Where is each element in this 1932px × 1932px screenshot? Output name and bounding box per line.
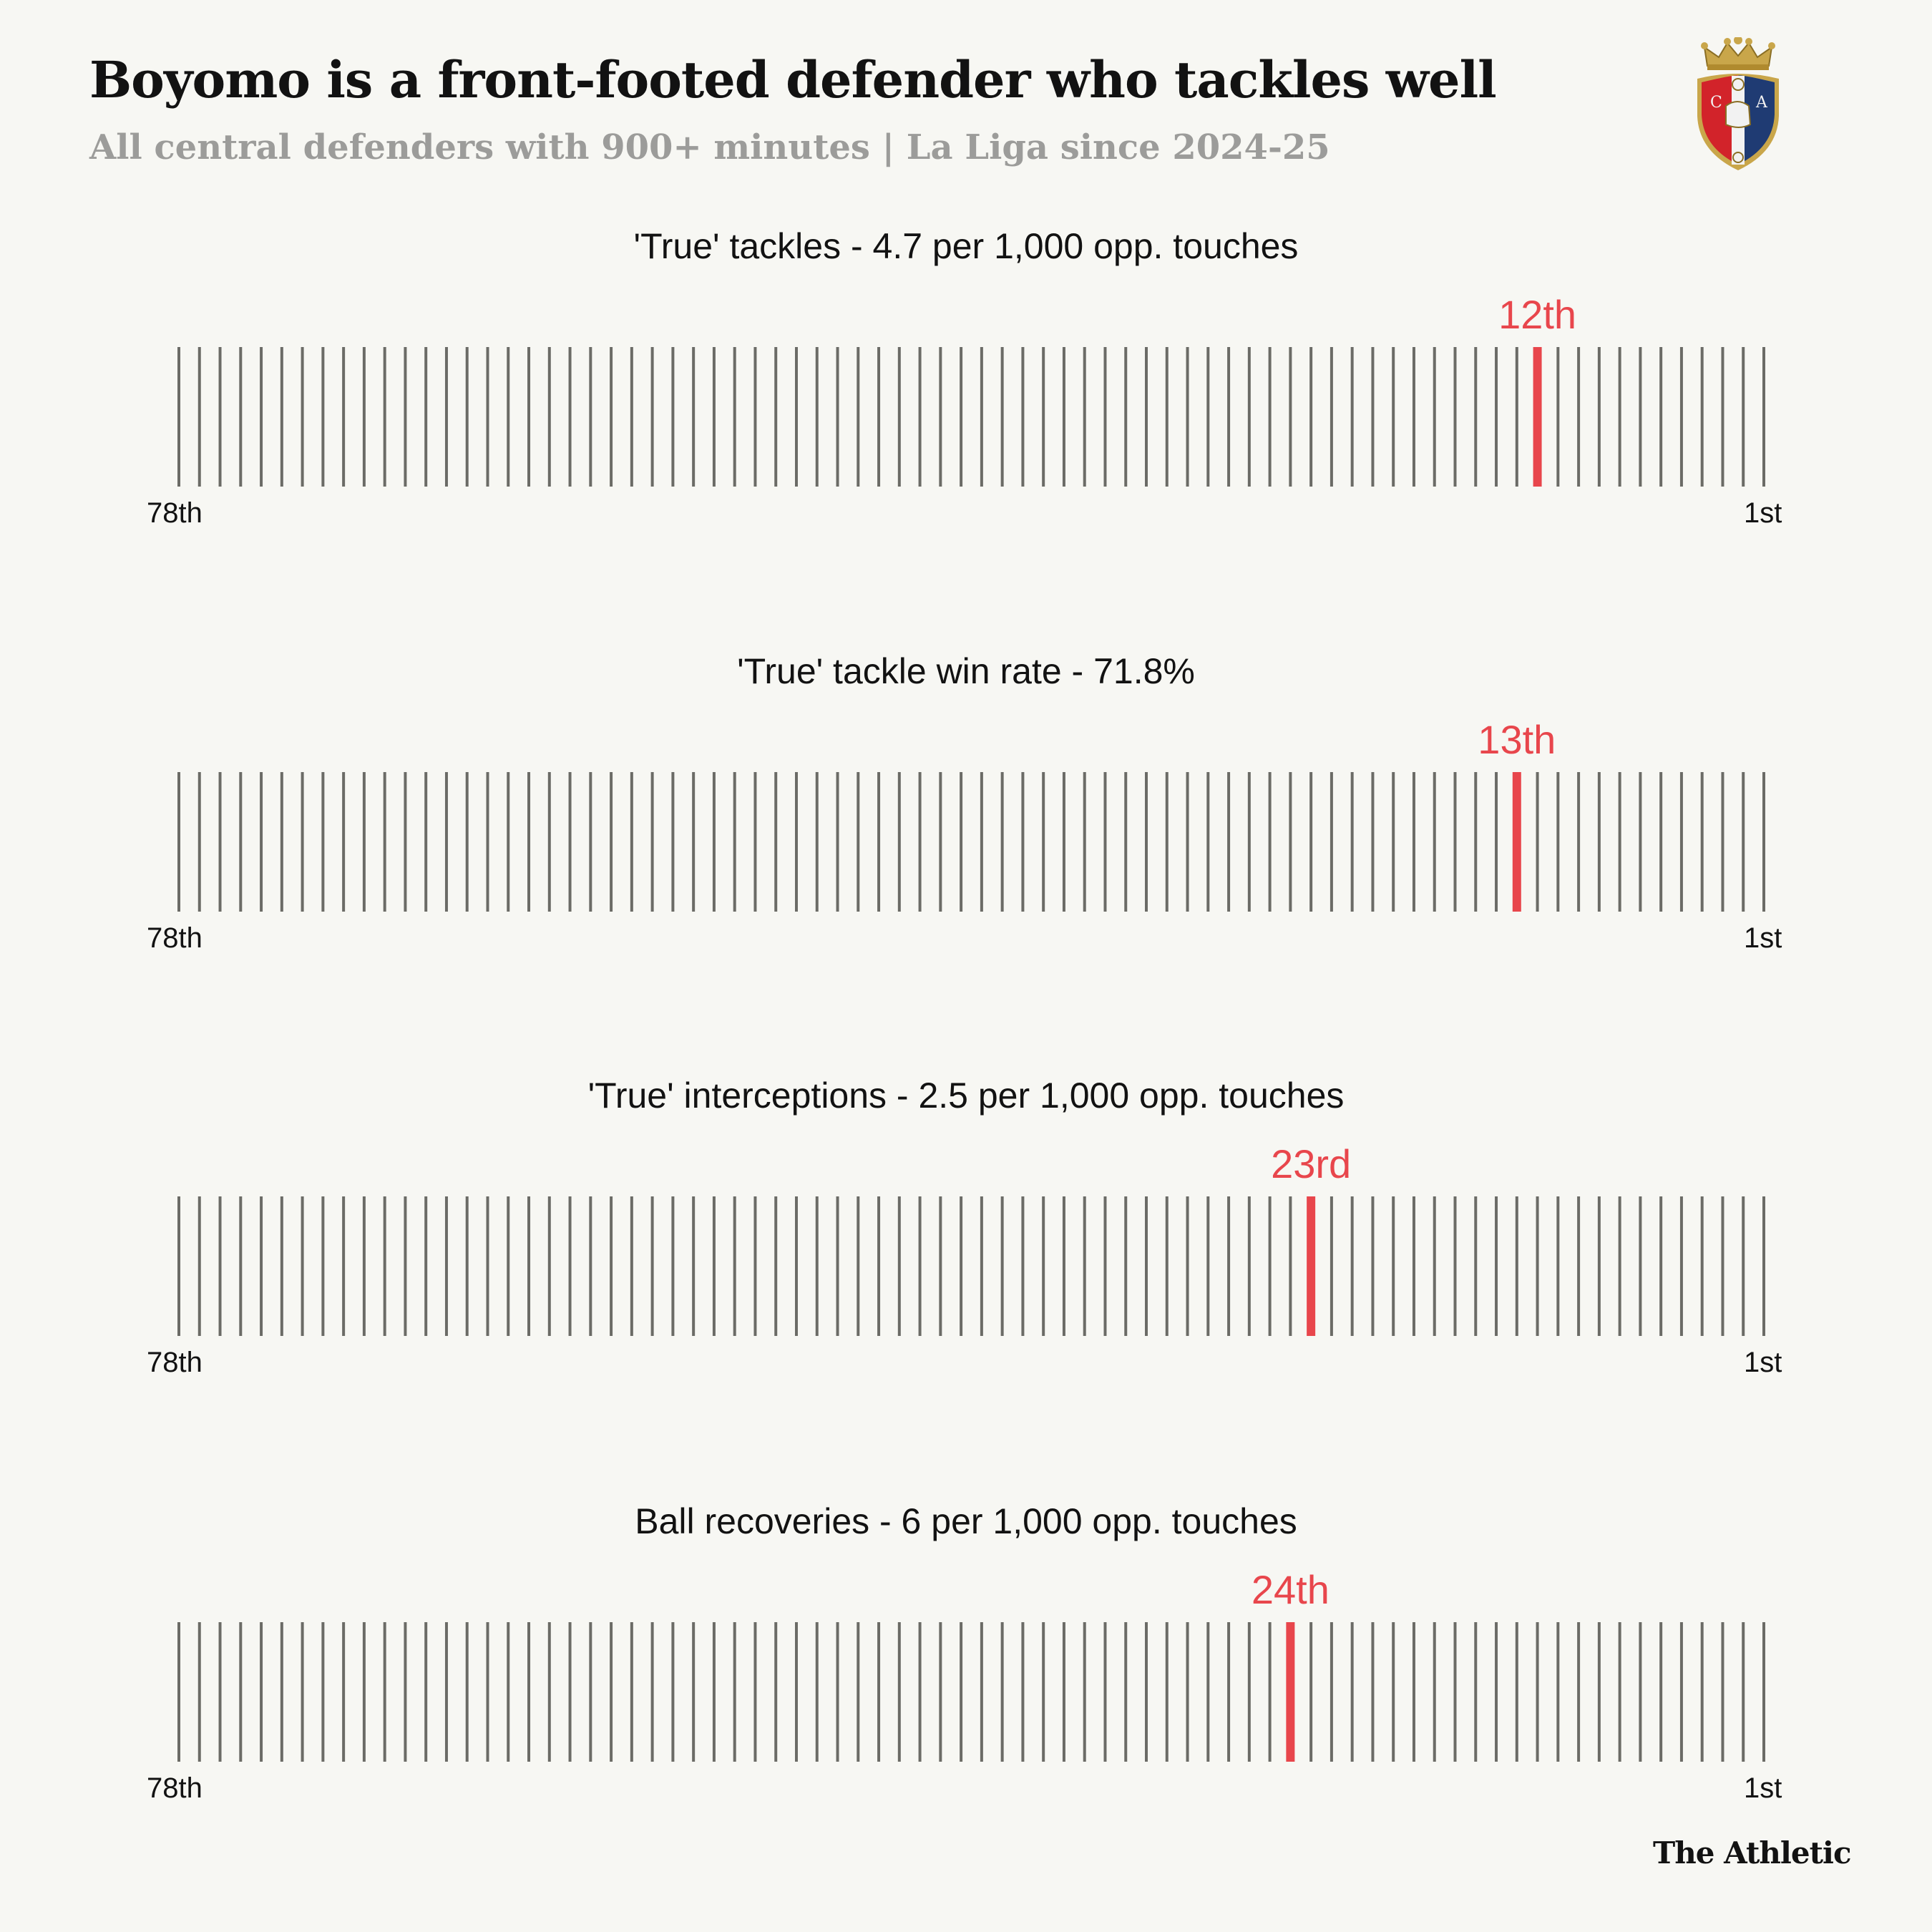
rank-strip	[177, 1196, 1765, 1336]
best-rank-label: 1st	[1744, 1347, 1782, 1378]
panel-title: 'True' tackle win rate - 71.8%	[737, 651, 1195, 691]
club-crest-icon: C A	[1697, 37, 1779, 170]
best-rank-label: 1st	[1744, 922, 1782, 954]
chart-panel: 'True' interceptions - 2.5 per 1,000 opp…	[0, 1075, 1932, 1404]
chart-panel: Ball recoveries - 6 per 1,000 opp. touch…	[0, 1501, 1932, 1830]
chart-panel: 'True' tackle win rate - 71.8% 13th 78th…	[0, 650, 1932, 980]
rank-strip	[177, 772, 1765, 912]
svg-text:A: A	[1755, 94, 1768, 112]
chart-panel: 'True' tackles - 4.7 per 1,000 opp. touc…	[0, 225, 1932, 555]
panel-title: Ball recoveries - 6 per 1,000 opp. touch…	[635, 1501, 1297, 1541]
worst-rank-label: 78th	[147, 922, 203, 954]
chart-title: Boyomo is a front-footed defender who ta…	[89, 50, 1497, 109]
publisher-logo: The Athletic	[1653, 1835, 1852, 1870]
panel-title: 'True' tackles - 4.7 per 1,000 opp. touc…	[633, 226, 1299, 266]
rank-label: 24th	[1251, 1567, 1330, 1612]
worst-rank-label: 78th	[147, 1772, 203, 1804]
rank-strip	[177, 1622, 1765, 1762]
rank-label: 12th	[1498, 292, 1577, 337]
rank-label: 23rd	[1271, 1141, 1352, 1186]
best-rank-label: 1st	[1744, 1772, 1782, 1804]
worst-rank-label: 78th	[147, 497, 203, 529]
rank-label: 13th	[1478, 717, 1556, 762]
chart-subtitle: All central defenders with 900+ minutes …	[89, 127, 1330, 167]
panel-title: 'True' interceptions - 2.5 per 1,000 opp…	[587, 1075, 1345, 1116]
svg-text:C: C	[1710, 94, 1722, 112]
best-rank-label: 1st	[1744, 497, 1782, 529]
rank-strip	[177, 347, 1765, 487]
worst-rank-label: 78th	[147, 1347, 203, 1378]
